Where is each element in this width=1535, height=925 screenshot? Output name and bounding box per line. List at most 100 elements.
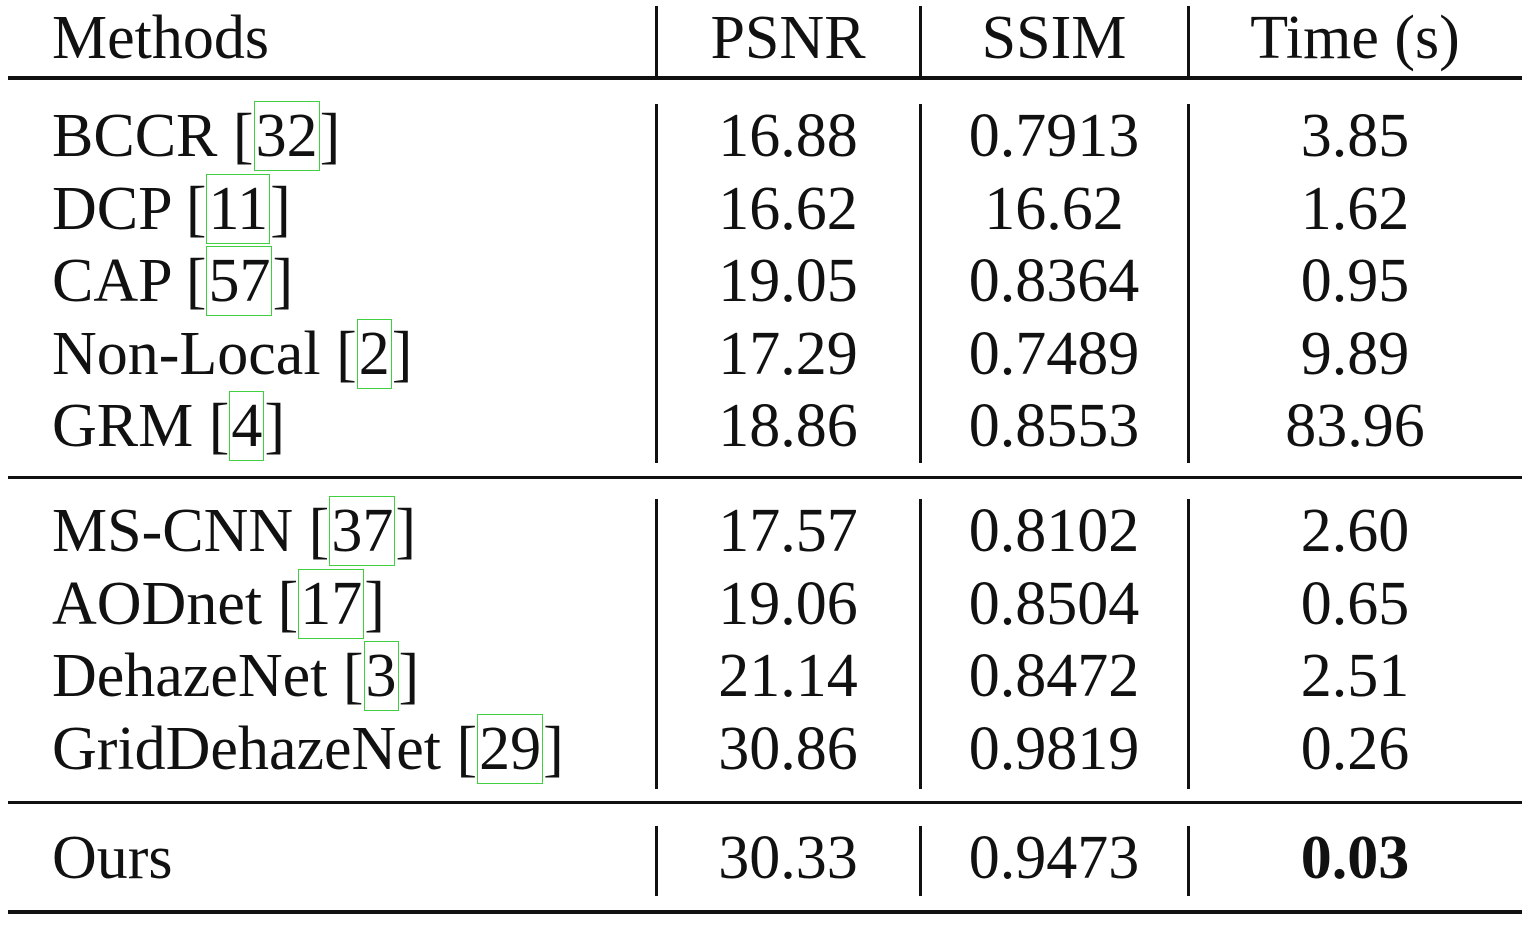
psnr-cell: 18.86 <box>656 390 920 462</box>
time-value: 1.62 <box>1300 174 1410 243</box>
time-value: 0.26 <box>1300 714 1410 783</box>
ssim-cell: 0.8102 <box>920 495 1188 567</box>
citation-link[interactable]: 29 <box>477 713 544 784</box>
method-cell: CAP [57] <box>52 246 294 316</box>
ssim-cell: 16.62 <box>920 173 1188 245</box>
psnr-value: 19.06 <box>718 569 858 638</box>
ssim-cell: 0.8472 <box>920 640 1188 712</box>
time-value: 83.96 <box>1285 392 1425 460</box>
method-name: GridDehazeNet <box>52 714 442 783</box>
ssim-cell: 0.8553 <box>920 390 1188 462</box>
psnr-cell: 17.29 <box>656 318 920 390</box>
method-name: AODnet <box>52 569 263 638</box>
psnr-value: 17.57 <box>718 497 858 565</box>
column-divider <box>919 104 922 463</box>
psnr-cell: 17.57 <box>656 495 920 567</box>
method-name: Non-Local <box>52 319 321 388</box>
method-name: Ours <box>52 824 173 892</box>
method-name: DCP <box>52 174 171 243</box>
psnr-value: 21.14 <box>718 642 858 710</box>
psnr-cell: 19.05 <box>656 245 920 317</box>
table-rule <box>8 910 1522 914</box>
header-label: Time (s) <box>1250 4 1460 72</box>
psnr-value: 16.62 <box>718 174 858 243</box>
time-value: 0.65 <box>1300 569 1410 638</box>
column-divider <box>919 826 922 896</box>
psnr-value: 19.05 <box>718 247 858 315</box>
time-value: 9.89 <box>1300 319 1410 388</box>
ssim-value: 0.7913 <box>968 102 1140 170</box>
psnr-value: 18.86 <box>718 392 858 460</box>
citation-link[interactable]: 3 <box>363 641 399 711</box>
citation-link[interactable]: 57 <box>206 246 273 316</box>
method-cell: Ours <box>52 822 173 894</box>
psnr-cell: 16.62 <box>656 173 920 245</box>
citation-link[interactable]: 2 <box>356 318 392 389</box>
psnr-value: 30.33 <box>718 824 858 892</box>
ssim-value: 16.62 <box>984 174 1124 243</box>
citation-link[interactable]: 4 <box>229 391 265 461</box>
psnr-value: 16.88 <box>718 102 858 170</box>
column-divider <box>1187 499 1190 789</box>
time-value: 3.85 <box>1300 102 1410 170</box>
time-value: 0.03 <box>1300 824 1410 892</box>
psnr-value: 17.29 <box>718 319 858 388</box>
ssim-cell: 0.9819 <box>920 713 1188 785</box>
time-cell: 2.60 <box>1188 495 1522 567</box>
ssim-cell: 0.7913 <box>920 100 1188 172</box>
time-cell: 1.62 <box>1188 173 1522 245</box>
time-cell: 83.96 <box>1188 390 1522 462</box>
citation-link[interactable]: 37 <box>329 496 396 566</box>
time-cell: 9.89 <box>1188 318 1522 390</box>
time-value: 0.95 <box>1300 247 1410 315</box>
method-cell: MS-CNN [37] <box>52 496 416 566</box>
header-label: SSIM <box>981 4 1127 72</box>
table-rule <box>8 476 1522 479</box>
ssim-cell: 0.8364 <box>920 245 1188 317</box>
column-divider <box>1187 826 1190 896</box>
psnr-cell: 30.33 <box>656 822 920 894</box>
time-cell: 0.26 <box>1188 713 1522 785</box>
ssim-value: 0.8504 <box>968 569 1140 638</box>
table-rule <box>8 76 1522 80</box>
psnr-cell: 16.88 <box>656 100 920 172</box>
citation-link[interactable]: 17 <box>298 568 365 639</box>
column-divider <box>655 826 658 896</box>
time-cell: 0.03 <box>1188 822 1522 894</box>
column-header: Methods <box>52 2 269 74</box>
psnr-cell: 30.86 <box>656 713 920 785</box>
ssim-value: 0.9819 <box>968 714 1140 783</box>
column-divider <box>1187 104 1190 463</box>
method-cell: DCP [11] <box>52 173 291 244</box>
method-cell: Non-Local [2] <box>52 318 413 389</box>
method-name: GRM <box>52 392 194 460</box>
header-label: PSNR <box>710 4 866 72</box>
method-cell: BCCR [32] <box>52 101 341 171</box>
ssim-value: 0.8364 <box>968 247 1140 315</box>
citation-link[interactable]: 32 <box>253 101 320 171</box>
ssim-value: 0.7489 <box>968 319 1140 388</box>
ssim-value: 0.9473 <box>968 824 1140 892</box>
psnr-cell: 21.14 <box>656 640 920 712</box>
column-divider <box>1187 6 1190 76</box>
column-divider <box>655 104 658 463</box>
time-cell: 3.85 <box>1188 100 1522 172</box>
method-cell: AODnet [17] <box>52 568 385 639</box>
citation-link[interactable]: 11 <box>206 173 271 244</box>
time-cell: 2.51 <box>1188 640 1522 712</box>
column-header: Time (s) <box>1188 2 1522 74</box>
column-header: PSNR <box>656 2 920 74</box>
method-cell: GridDehazeNet [29] <box>52 713 564 784</box>
ssim-cell: 0.9473 <box>920 822 1188 894</box>
psnr-value: 30.86 <box>718 714 858 783</box>
ssim-cell: 0.8504 <box>920 568 1188 640</box>
column-divider <box>655 6 658 76</box>
ssim-value: 0.8102 <box>968 497 1140 565</box>
column-header: SSIM <box>920 2 1188 74</box>
ssim-cell: 0.7489 <box>920 318 1188 390</box>
column-divider <box>919 6 922 76</box>
method-name: BCCR <box>52 102 218 170</box>
method-cell: GRM [4] <box>52 391 286 461</box>
method-name: MS-CNN <box>52 497 294 565</box>
method-name: DehazeNet <box>52 642 328 710</box>
